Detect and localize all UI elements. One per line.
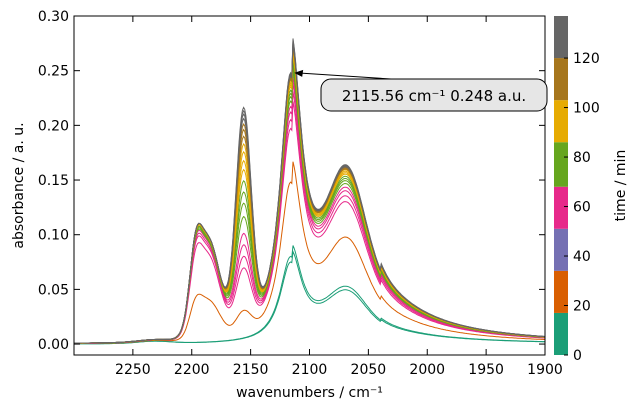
colorbar-tick-label: 40 — [573, 249, 591, 265]
colorbar-segment — [554, 16, 568, 59]
annotation-box — [320, 78, 548, 112]
annotation-text: 2115.56 cm⁻¹ 0.248 a.u. — [342, 87, 526, 105]
colorbar-segment — [554, 100, 568, 143]
peak-annotation: 2115.56 cm⁻¹ 0.248 a.u. — [294, 69, 548, 112]
spectrum-line-135min — [74, 38, 546, 344]
x-tick-label: 2000 — [409, 362, 445, 378]
x-tick-label: 1950 — [468, 362, 504, 378]
y-tick-label: 0.05 — [38, 282, 69, 298]
spectrum-line-45min — [74, 101, 546, 344]
colorbar-tick-label: 80 — [573, 150, 591, 166]
x-tick-label: 2050 — [351, 362, 387, 378]
colorbar-label: time / min — [613, 150, 629, 222]
y-tick-label: 0.10 — [38, 228, 69, 244]
x-tick-label: 2150 — [233, 362, 269, 378]
y-tick-label: 0.30 — [38, 9, 69, 25]
y-axis-label: absorbance / a. u. — [11, 122, 27, 248]
colorbar-tick-label: 60 — [573, 200, 591, 216]
colorbar-segment — [554, 270, 568, 313]
colorbar-segment — [554, 142, 568, 187]
x-tick-label: 2200 — [174, 362, 210, 378]
y-tick-label: 0.15 — [38, 173, 69, 189]
spectra-lines — [73, 38, 546, 345]
x-tick-label: 2100 — [292, 362, 328, 378]
spectrum-line-20min — [74, 161, 545, 344]
colorbar-tick-label: 120 — [573, 51, 600, 67]
colorbar-segment — [554, 58, 568, 101]
colorbar-segment — [554, 228, 568, 271]
annotation-arrow — [297, 72, 392, 80]
annotation-arrowhead — [294, 69, 304, 77]
colorbar-segment — [554, 186, 568, 229]
spectrum-line-5min — [73, 245, 545, 345]
time-colorbar: 0 20 40 60 80 100 120 — [554, 16, 600, 364]
colorbar-tick-label: 0 — [573, 348, 582, 364]
y-tick-label: 0.25 — [38, 64, 69, 80]
plot-frame — [73, 15, 546, 356]
y-axis-ticks: 0.00 0.05 0.10 0.15 0.20 0.25 0.30 — [38, 9, 545, 353]
spectrum-line-60min — [74, 76, 545, 344]
x-axis-label: wavenumbers / cm⁻¹ — [236, 385, 383, 401]
colorbar-tick-label: 20 — [573, 299, 591, 315]
spectrum-line-55min — [74, 82, 546, 344]
x-tick-label: 1900 — [527, 362, 563, 378]
colorbar-tick-label: 100 — [573, 101, 600, 117]
y-tick-label: 0.00 — [38, 337, 69, 353]
spectrum-line-50min — [74, 91, 546, 344]
x-tick-label: 2250 — [115, 362, 151, 378]
colorbar-segment — [554, 312, 568, 355]
y-tick-label: 0.20 — [38, 118, 69, 134]
x-axis-ticks: 2250 2200 2150 2100 2050 2000 1950 1900 — [115, 16, 563, 378]
